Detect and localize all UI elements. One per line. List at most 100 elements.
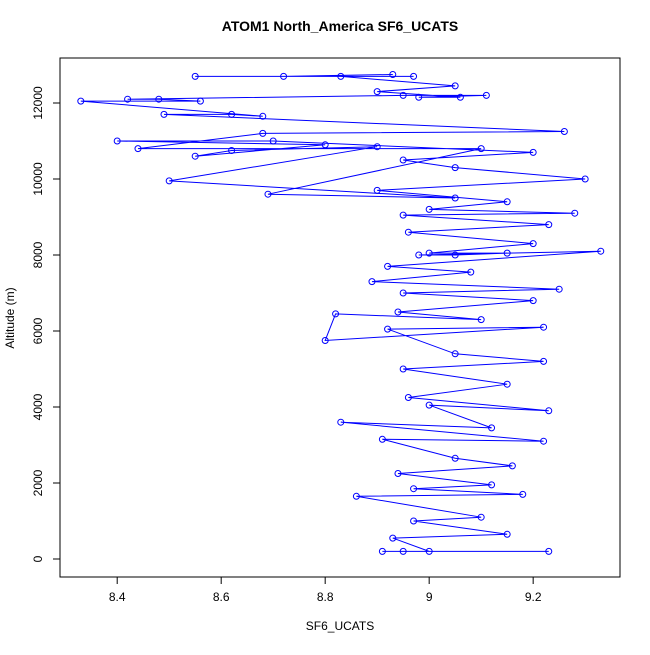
y-tick-label: 2000 (31, 469, 45, 496)
data-point (160, 110, 168, 118)
data-point (399, 547, 407, 555)
x-tick-label: 8.6 (213, 590, 230, 604)
data-point (373, 143, 381, 151)
data-point (597, 247, 605, 255)
data-point (228, 110, 236, 118)
data-point (540, 323, 548, 331)
data-point (415, 251, 423, 259)
data-point (368, 278, 376, 286)
data-point (321, 336, 329, 344)
data-point (451, 350, 459, 358)
data-point (488, 424, 496, 432)
data-point (540, 437, 548, 445)
data-point (165, 177, 173, 185)
data-point (540, 357, 548, 365)
data-point (519, 490, 527, 498)
y-axis-label: Altitude (m) (3, 287, 17, 348)
data-point (477, 513, 485, 521)
data-point (425, 547, 433, 555)
data-point (545, 221, 553, 229)
data-point (394, 308, 402, 316)
data-point (410, 485, 418, 493)
data-point (155, 95, 163, 103)
y-tick-label: 0 (31, 555, 45, 562)
data-point (467, 268, 475, 276)
data-point (529, 148, 537, 156)
x-tick-label: 8.8 (317, 590, 334, 604)
data-point (191, 72, 199, 80)
data-point (77, 97, 85, 105)
data-point (378, 547, 386, 555)
y-tick-label: 8000 (31, 241, 45, 268)
data-point (425, 205, 433, 213)
data-point (373, 88, 381, 96)
data-point (384, 262, 392, 270)
data-point (451, 194, 459, 202)
data-point (337, 418, 345, 426)
data-point (134, 145, 142, 153)
data-point (337, 72, 345, 80)
data-point (503, 249, 511, 257)
data-point (399, 211, 407, 219)
data-point (399, 365, 407, 373)
data-point (529, 297, 537, 305)
data-point (456, 93, 464, 101)
data-point (488, 481, 496, 489)
y-tick-label: 10000 (31, 162, 45, 196)
data-point (332, 310, 340, 318)
data-point (410, 517, 418, 525)
data-point (555, 285, 563, 293)
data-point (321, 141, 329, 149)
x-axis-label: SF6_UCATS (306, 619, 374, 633)
data-point (451, 164, 459, 172)
data-point (389, 534, 397, 542)
data-point (503, 380, 511, 388)
data-point (425, 401, 433, 409)
data-point (259, 112, 267, 120)
data-point (451, 251, 459, 259)
data-point (571, 209, 579, 217)
data-point (228, 146, 236, 154)
data-point (399, 91, 407, 99)
data-line (80, 73, 601, 552)
data-point (508, 462, 516, 470)
data-point (560, 127, 568, 135)
data-point (352, 492, 360, 500)
data-point (482, 91, 490, 99)
data-point (425, 249, 433, 257)
data-point (389, 70, 397, 78)
data-point (545, 407, 553, 415)
data-point (113, 137, 121, 145)
data-point (384, 325, 392, 333)
data-point (477, 145, 485, 153)
data-point (410, 72, 418, 80)
y-tick-label: 12000 (31, 86, 45, 120)
data-point (191, 152, 199, 160)
data-point (378, 435, 386, 443)
data-point (280, 72, 288, 80)
plot-frame (59, 57, 621, 578)
data-point (394, 469, 402, 477)
data-point (503, 530, 511, 538)
data-point (477, 316, 485, 324)
data-point (373, 186, 381, 194)
data-point (415, 93, 423, 101)
data-point (503, 198, 511, 206)
chart-title: ATOM1 North_America SF6_UCATS (222, 18, 459, 34)
data-point (259, 129, 267, 137)
data-point (196, 97, 204, 105)
x-tick-label: 8.4 (109, 590, 126, 604)
data-point (124, 95, 132, 103)
data-point (404, 228, 412, 236)
x-tick-label: 9.2 (525, 590, 542, 604)
data-point (399, 289, 407, 297)
data-point (581, 175, 589, 183)
data-point (269, 137, 277, 145)
y-tick-label: 4000 (31, 393, 45, 420)
data-point (451, 454, 459, 462)
x-tick-label: 9 (426, 590, 433, 604)
data-point (529, 240, 537, 248)
data-point (545, 547, 553, 555)
